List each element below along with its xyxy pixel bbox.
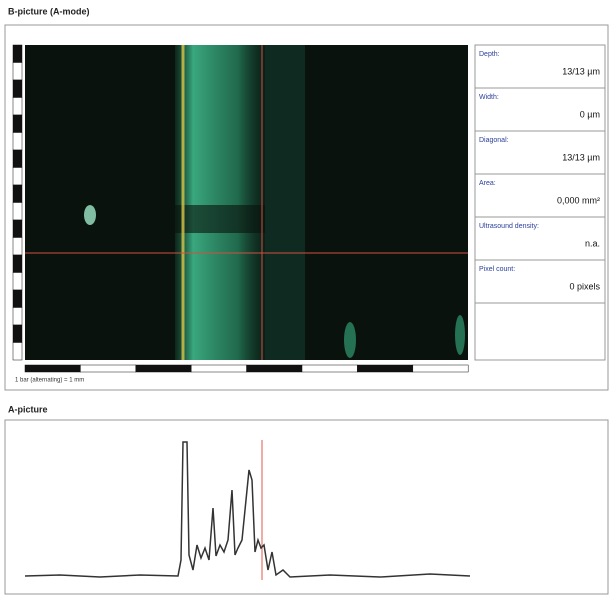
measurement-label: Diagonal: xyxy=(479,137,509,144)
scale-segment xyxy=(12,97,23,116)
measurement-value: 13/13 µm xyxy=(562,66,600,76)
scale-segment xyxy=(12,79,23,98)
scale-segment xyxy=(12,114,23,133)
scale-segment xyxy=(12,342,23,361)
scale-segment xyxy=(12,167,23,186)
measurement-value: 13/13 µm xyxy=(562,152,600,162)
scale-segment xyxy=(12,307,23,326)
scale-segment xyxy=(12,44,23,63)
measurement-box xyxy=(474,87,606,132)
measurement-label: Depth: xyxy=(479,51,500,58)
scale-segment xyxy=(412,364,469,373)
measurement-box xyxy=(474,173,606,218)
scale-segment xyxy=(12,202,23,221)
scale-segment xyxy=(12,324,23,343)
measurement-box xyxy=(474,216,606,261)
a-panel xyxy=(4,419,609,595)
scale-segment xyxy=(357,364,414,373)
scale-segment xyxy=(12,149,23,168)
scale-segment xyxy=(12,254,23,273)
measurement-value: 0 pixels xyxy=(569,281,600,291)
scale-segment xyxy=(12,62,23,81)
measurement-box xyxy=(474,259,606,304)
scale-segment xyxy=(80,364,137,373)
measurement-label: Pixel count: xyxy=(479,266,515,273)
scale-segment xyxy=(12,237,23,256)
scale-segment xyxy=(301,364,358,373)
measurement-value: n.a. xyxy=(585,238,600,248)
bottom-scale xyxy=(24,364,469,373)
measurement-label: Ultrasound density: xyxy=(479,223,539,230)
scale-segment xyxy=(12,184,23,203)
measurement-label: Width: xyxy=(479,94,499,101)
b-picture-title: B-picture (A-mode) xyxy=(8,6,90,16)
scale-segment xyxy=(135,364,192,373)
measurement-box xyxy=(474,44,606,89)
scale-caption: 1 bar (alternating) = 1 mm xyxy=(15,378,84,384)
left-scale xyxy=(12,44,23,361)
a-picture-title: A-picture xyxy=(8,404,48,414)
measurement-value: 0 µm xyxy=(580,109,600,119)
empty-box xyxy=(474,302,606,361)
scale-segment xyxy=(246,364,303,373)
scale-segment xyxy=(190,364,247,373)
a-signal xyxy=(24,441,471,578)
scale-segment xyxy=(12,132,23,151)
measurement-panel: Depth: 13/13 µm Width: 0 µm Diagonal: 13/13 µ… xyxy=(474,44,606,304)
scale-segment xyxy=(24,364,81,373)
scale-segment xyxy=(12,272,23,291)
measurement-label: Area: xyxy=(479,180,496,187)
b-image xyxy=(25,45,468,360)
scale-segment xyxy=(12,289,23,308)
scale-segment xyxy=(12,219,23,238)
measurement-value: 0,000 mm² xyxy=(557,195,600,205)
measurement-box xyxy=(474,130,606,175)
